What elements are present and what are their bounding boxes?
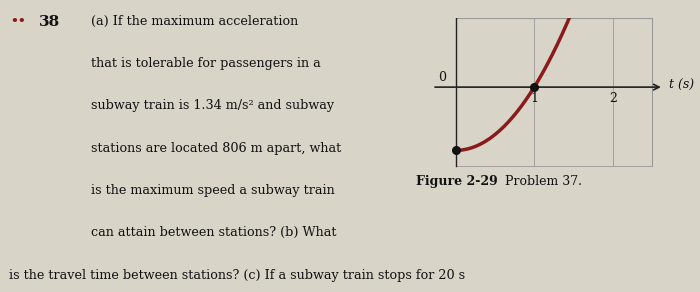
Text: (a) If the maximum acceleration: (a) If the maximum acceleration <box>91 15 298 28</box>
Text: t (s): t (s) <box>669 79 694 92</box>
Text: ••: •• <box>10 15 27 28</box>
Text: can attain between stations? (b) What: can attain between stations? (b) What <box>91 226 337 239</box>
Text: 2: 2 <box>609 92 617 105</box>
Text: Figure 2-29: Figure 2-29 <box>416 175 498 188</box>
Text: 38: 38 <box>38 15 60 29</box>
Text: 1: 1 <box>530 92 538 105</box>
Text: 0: 0 <box>438 71 447 84</box>
Text: is the maximum speed a subway train: is the maximum speed a subway train <box>91 184 335 197</box>
Text: is the travel time between stations? (c) If a subway train stops for 20 s: is the travel time between stations? (c)… <box>9 269 466 282</box>
Text: subway train is 1.34 m/s² and subway: subway train is 1.34 m/s² and subway <box>91 99 334 112</box>
Text: Problem 37.: Problem 37. <box>497 175 582 188</box>
Text: stations are located 806 m apart, what: stations are located 806 m apart, what <box>91 142 342 155</box>
Text: that is tolerable for passengers in a: that is tolerable for passengers in a <box>91 57 321 70</box>
